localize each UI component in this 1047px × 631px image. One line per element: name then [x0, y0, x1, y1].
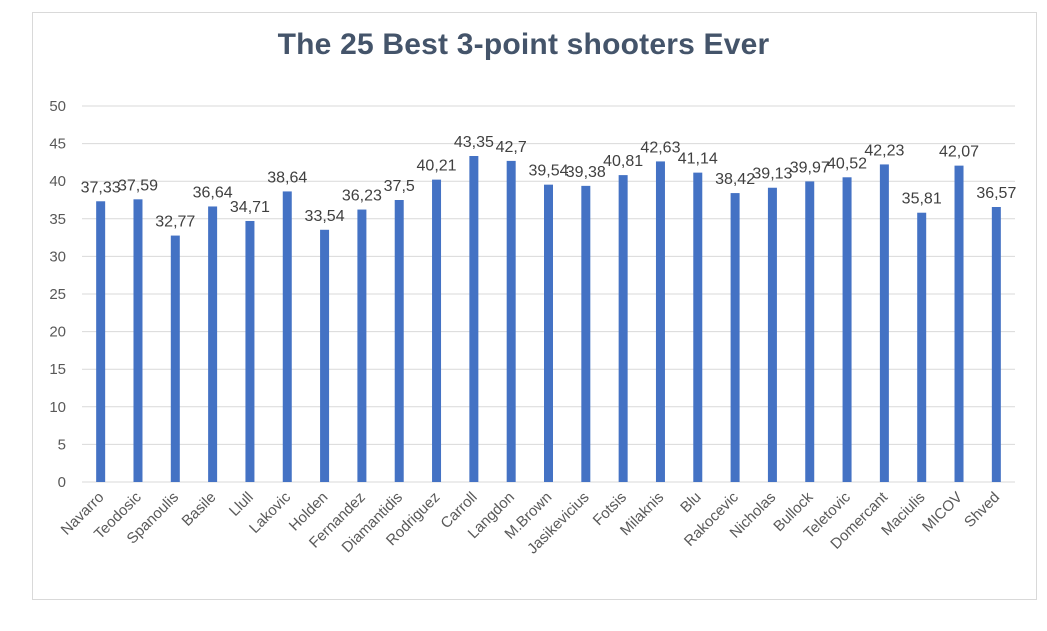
y-tick-label: 25 [49, 286, 66, 303]
data-label: 32,77 [155, 214, 195, 231]
bar [394, 200, 404, 482]
bar [133, 199, 143, 483]
data-label: 39,38 [566, 164, 606, 181]
category-label: Llull [226, 489, 257, 520]
bar [432, 179, 442, 483]
data-label: 40,52 [827, 155, 867, 172]
bar [320, 229, 330, 482]
data-label: 42,07 [939, 144, 979, 161]
category-label: Lakovic [246, 488, 294, 536]
data-label: 38,64 [267, 169, 307, 186]
data-label: 37,5 [384, 178, 415, 195]
data-label: 35,81 [902, 191, 942, 208]
data-label: 41,14 [678, 151, 718, 168]
bar [170, 235, 180, 482]
bar [469, 156, 479, 482]
bar [96, 201, 106, 483]
bar [917, 212, 927, 482]
bar [842, 177, 852, 482]
data-label: 37,59 [118, 177, 158, 194]
bar [506, 160, 516, 482]
data-label: 42,63 [640, 139, 680, 156]
bar [282, 191, 292, 483]
y-tick-label: 40 [49, 173, 66, 190]
data-label: 33,54 [305, 208, 345, 225]
y-tick-label: 50 [49, 98, 66, 115]
bar [954, 165, 964, 482]
y-tick-label: 20 [49, 324, 66, 341]
bar [879, 164, 889, 482]
bar [581, 185, 591, 482]
y-tick-label: 15 [49, 361, 66, 378]
bar [730, 193, 740, 482]
bar [991, 206, 1001, 483]
y-tick-label: 0 [58, 474, 66, 491]
bars [96, 156, 1001, 483]
bar [245, 220, 255, 482]
data-label: 42,7 [496, 139, 527, 156]
data-label: 37,33 [81, 179, 121, 196]
data-label: 40,21 [417, 158, 457, 175]
bar [693, 172, 703, 482]
bar [357, 209, 367, 482]
category-label: MICOV [919, 489, 966, 536]
bar [544, 184, 553, 483]
data-label: 34,71 [230, 199, 270, 216]
bar [208, 206, 218, 482]
bar [655, 161, 665, 482]
data-label: 42,23 [864, 142, 904, 159]
y-tick-label: 45 [49, 136, 66, 153]
bar [805, 181, 815, 482]
data-label: 43,35 [454, 134, 494, 151]
data-label: 39,97 [790, 159, 830, 176]
category-label: Basile [179, 489, 220, 530]
data-label: 36,57 [976, 185, 1016, 202]
bar [618, 175, 628, 482]
data-label: 40,81 [603, 153, 643, 170]
y-tick-label: 10 [49, 399, 66, 416]
y-tick-label: 5 [58, 436, 66, 453]
data-label: 39,13 [752, 166, 792, 183]
data-label: 36,64 [193, 184, 233, 201]
data-label: 36,23 [342, 188, 382, 205]
data-label: 39,54 [528, 163, 568, 180]
data-label: 38,42 [715, 171, 755, 188]
y-tick-label: 30 [49, 248, 66, 265]
category-label: Blu [677, 489, 704, 516]
y-tick-label: 35 [49, 211, 66, 228]
category-label: Shved [961, 489, 1003, 531]
chart-frame [32, 12, 1037, 600]
bar [767, 187, 777, 482]
chart-title: The 25 Best 3-point shooters Ever [277, 28, 770, 61]
y-axis-tick-labels: 0 5 10 15 20 25 30 35 40 45 50 [49, 98, 66, 491]
